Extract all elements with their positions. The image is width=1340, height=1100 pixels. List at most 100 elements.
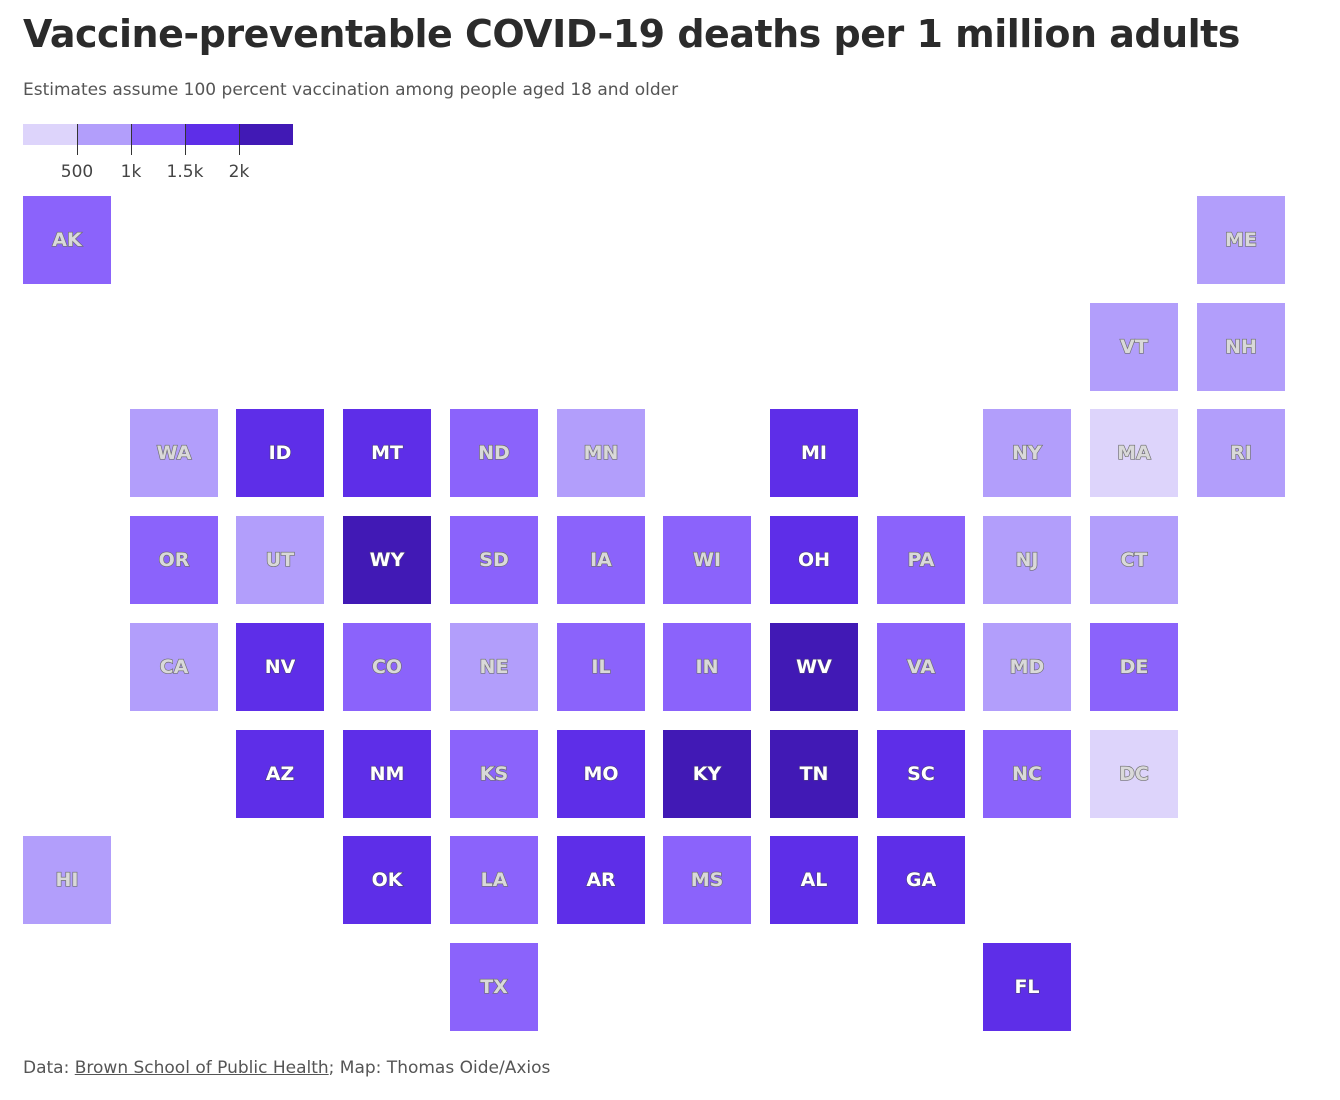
state-label: NC bbox=[1011, 762, 1042, 785]
state-tile-wv[interactable]: WV bbox=[770, 623, 858, 711]
state-tile-sc[interactable]: SC bbox=[877, 730, 965, 818]
state-tile-de[interactable]: DE bbox=[1090, 623, 1178, 711]
state-tile-ia[interactable]: IA bbox=[557, 516, 645, 604]
state-tile-ca[interactable]: CA bbox=[130, 623, 218, 711]
state-label: NY bbox=[1012, 441, 1043, 464]
state-label: LA bbox=[480, 868, 508, 891]
state-tile-ma[interactable]: MA bbox=[1090, 409, 1178, 497]
state-label: TN bbox=[799, 762, 829, 785]
legend-tick-0 bbox=[77, 124, 78, 155]
state-tile-ny[interactable]: NY bbox=[983, 409, 1071, 497]
legend-tick-label: 1.5k bbox=[166, 162, 204, 182]
state-tile-mn[interactable]: MN bbox=[557, 409, 645, 497]
legend-swatch-2 bbox=[131, 124, 185, 145]
state-tile-oh[interactable]: OH bbox=[770, 516, 858, 604]
state-tile-ky[interactable]: KY bbox=[663, 730, 751, 818]
state-tile-md[interactable]: MD bbox=[983, 623, 1071, 711]
state-label: HI bbox=[55, 868, 79, 891]
state-label: PA bbox=[907, 548, 935, 571]
state-label: CA bbox=[159, 655, 189, 678]
state-tile-ms[interactable]: MS bbox=[663, 836, 751, 924]
legend-tick-label: 2k bbox=[228, 162, 250, 182]
state-label: MI bbox=[800, 441, 827, 464]
state-tile-nh[interactable]: NH bbox=[1197, 303, 1285, 391]
legend-tick-label: 1k bbox=[120, 162, 142, 182]
state-label: AK bbox=[52, 228, 83, 251]
state-label: IA bbox=[589, 548, 612, 571]
state-tile-wy[interactable]: WY bbox=[343, 516, 431, 604]
state-label: OR bbox=[158, 548, 190, 571]
state-tile-id[interactable]: ID bbox=[236, 409, 324, 497]
state-tile-ok[interactable]: OK bbox=[343, 836, 431, 924]
source-prefix: Data: bbox=[23, 1058, 75, 1078]
source-link[interactable]: Brown School of Public Health bbox=[74, 1058, 329, 1078]
state-label: AL bbox=[800, 868, 828, 891]
state-tile-fl[interactable]: FL bbox=[983, 943, 1071, 1031]
state-label: ME bbox=[1224, 228, 1257, 251]
state-tile-nd[interactable]: ND bbox=[450, 409, 538, 497]
state-tile-pa[interactable]: PA bbox=[877, 516, 965, 604]
state-tile-ct[interactable]: CT bbox=[1090, 516, 1178, 604]
state-label: ID bbox=[268, 441, 292, 464]
state-label: MA bbox=[1117, 441, 1152, 464]
state-tile-nc[interactable]: NC bbox=[983, 730, 1071, 818]
state-tile-nv[interactable]: NV bbox=[236, 623, 324, 711]
state-label: SC bbox=[907, 762, 936, 785]
state-tile-nj[interactable]: NJ bbox=[983, 516, 1071, 604]
state-label: IL bbox=[591, 655, 612, 678]
state-tile-ne[interactable]: NE bbox=[450, 623, 538, 711]
legend-swatch-0 bbox=[23, 124, 77, 145]
state-label: DE bbox=[1119, 655, 1149, 678]
state-label: WI bbox=[692, 548, 722, 571]
state-label: GA bbox=[905, 868, 937, 891]
state-label: OK bbox=[371, 868, 403, 891]
state-tile-ks[interactable]: KS bbox=[450, 730, 538, 818]
legend-swatch-3 bbox=[185, 124, 239, 145]
state-label: KY bbox=[692, 762, 722, 785]
state-label: WY bbox=[369, 548, 405, 571]
state-label: WV bbox=[796, 655, 833, 678]
state-tile-vt[interactable]: VT bbox=[1090, 303, 1178, 391]
color-legend: 500 1k 1.5k 2k bbox=[23, 124, 295, 194]
state-tile-wi[interactable]: WI bbox=[663, 516, 751, 604]
state-tile-ak[interactable]: AK bbox=[23, 196, 111, 284]
credit-suffix: ; Map: Thomas Oide/Axios bbox=[328, 1058, 551, 1078]
legend-tick-2 bbox=[185, 124, 186, 155]
state-tile-al[interactable]: AL bbox=[770, 836, 858, 924]
state-tile-wa[interactable]: WA bbox=[130, 409, 218, 497]
state-label: IN bbox=[695, 655, 719, 678]
state-tile-dc[interactable]: DC bbox=[1090, 730, 1178, 818]
state-label: FL bbox=[1014, 975, 1040, 998]
state-label: RI bbox=[1229, 441, 1252, 464]
state-tile-mi[interactable]: MI bbox=[770, 409, 858, 497]
state-label: CT bbox=[1120, 548, 1148, 571]
state-tile-hi[interactable]: HI bbox=[23, 836, 111, 924]
state-tile-co[interactable]: CO bbox=[343, 623, 431, 711]
state-tile-or[interactable]: OR bbox=[130, 516, 218, 604]
state-tile-la[interactable]: LA bbox=[450, 836, 538, 924]
chart-title: Vaccine-preventable COVID-19 deaths per … bbox=[23, 12, 1240, 56]
state-tile-ar[interactable]: AR bbox=[557, 836, 645, 924]
state-tile-mo[interactable]: MO bbox=[557, 730, 645, 818]
state-label: MN bbox=[583, 441, 619, 464]
state-label: NV bbox=[264, 655, 296, 678]
state-tile-me[interactable]: ME bbox=[1197, 196, 1285, 284]
state-tile-az[interactable]: AZ bbox=[236, 730, 324, 818]
state-tile-nm[interactable]: NM bbox=[343, 730, 431, 818]
state-tile-tn[interactable]: TN bbox=[770, 730, 858, 818]
state-tile-mt[interactable]: MT bbox=[343, 409, 431, 497]
state-label: WA bbox=[156, 441, 192, 464]
state-tile-ga[interactable]: GA bbox=[877, 836, 965, 924]
state-tile-sd[interactable]: SD bbox=[450, 516, 538, 604]
state-label: TX bbox=[480, 975, 509, 998]
state-tile-tx[interactable]: TX bbox=[450, 943, 538, 1031]
state-label: SD bbox=[479, 548, 510, 571]
state-label: VT bbox=[1120, 335, 1149, 358]
state-tile-va[interactable]: VA bbox=[877, 623, 965, 711]
state-tile-il[interactable]: IL bbox=[557, 623, 645, 711]
state-tile-ut[interactable]: UT bbox=[236, 516, 324, 604]
state-tile-ri[interactable]: RI bbox=[1197, 409, 1285, 497]
chart-subtitle: Estimates assume 100 percent vaccination… bbox=[23, 80, 679, 100]
state-tile-in[interactable]: IN bbox=[663, 623, 751, 711]
